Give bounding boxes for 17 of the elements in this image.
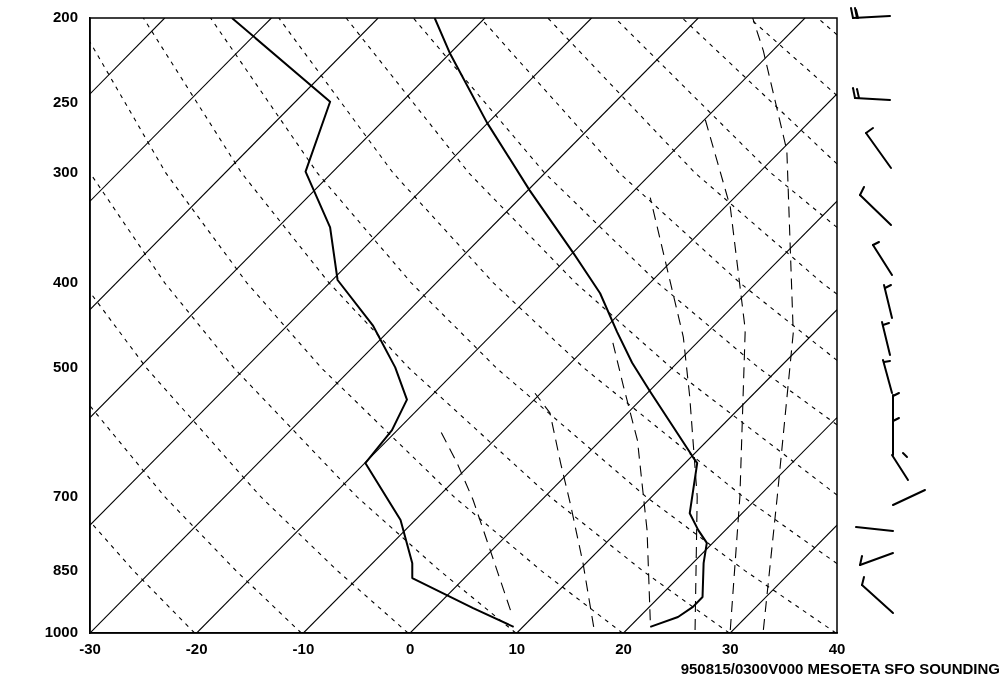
x-tick-label: 40 bbox=[828, 640, 846, 658]
y-tick-label: 300 bbox=[52, 163, 78, 181]
x-tick-label: 30 bbox=[721, 640, 739, 658]
x-tick-label: 0 bbox=[405, 640, 415, 658]
y-tick-label: 700 bbox=[52, 486, 78, 504]
x-tick-label: -10 bbox=[292, 640, 315, 658]
y-tick-label: 1000 bbox=[44, 623, 78, 641]
text: 950815/0300V000 MESOETA SFO SOUNDING bbox=[680, 660, 1000, 677]
y-tick-label: 200 bbox=[52, 8, 78, 26]
y-tick-label: 850 bbox=[52, 561, 78, 579]
y-tick-label: 250 bbox=[52, 93, 78, 111]
x-tick-label: -20 bbox=[185, 640, 208, 658]
x-tick-label: 10 bbox=[508, 640, 526, 658]
x-tick-label: 20 bbox=[615, 640, 632, 658]
y-tick-label: 400 bbox=[52, 273, 78, 291]
x-tick-label: -30 bbox=[79, 640, 101, 658]
y-tick-label: 500 bbox=[52, 358, 78, 376]
